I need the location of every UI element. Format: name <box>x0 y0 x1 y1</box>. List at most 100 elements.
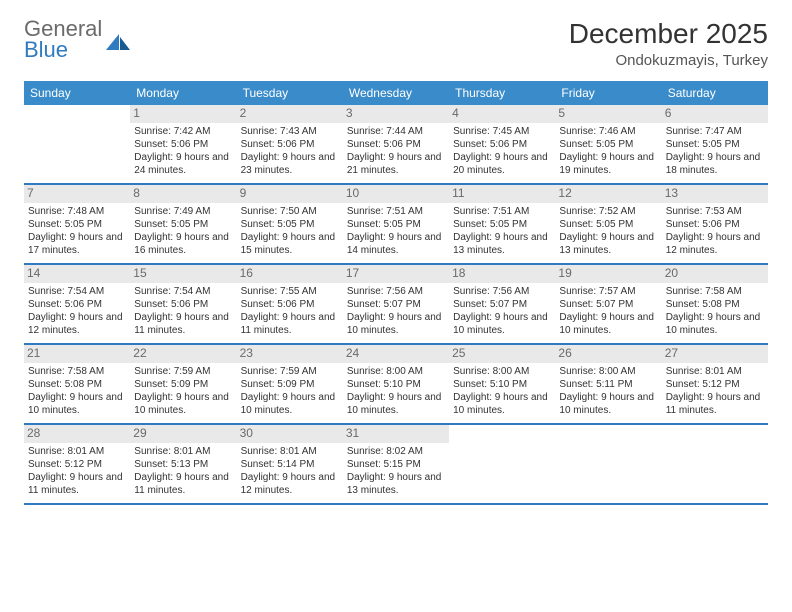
sunrise-text: Sunrise: 7:49 AM <box>134 205 232 218</box>
calendar-row: .1Sunrise: 7:42 AMSunset: 5:06 PMDayligh… <box>24 105 768 185</box>
daylight-text: Daylight: 9 hours and 15 minutes. <box>241 231 339 257</box>
logo-line2: Blue <box>24 39 102 61</box>
calendar-cell: 20Sunrise: 7:58 AMSunset: 5:08 PMDayligh… <box>662 265 768 343</box>
logo-sail-icon <box>106 32 132 52</box>
sunset-text: Sunset: 5:06 PM <box>666 218 764 231</box>
sunrise-text: Sunrise: 7:46 AM <box>559 125 657 138</box>
sunrise-text: Sunrise: 8:01 AM <box>241 445 339 458</box>
sunrise-text: Sunrise: 7:47 AM <box>666 125 764 138</box>
daylight-text: Daylight: 9 hours and 13 minutes. <box>559 231 657 257</box>
calendar-cell: 8Sunrise: 7:49 AMSunset: 5:05 PMDaylight… <box>130 185 236 263</box>
daylight-text: Daylight: 9 hours and 24 minutes. <box>134 151 232 177</box>
calendar-cell: 4Sunrise: 7:45 AMSunset: 5:06 PMDaylight… <box>449 105 555 183</box>
calendar-cell: . <box>24 105 130 183</box>
calendar-cell: . <box>662 425 768 503</box>
day-number: 7 <box>24 185 130 203</box>
daylight-text: Daylight: 9 hours and 11 minutes. <box>241 311 339 337</box>
day-number: 3 <box>343 105 449 123</box>
calendar-cell: 25Sunrise: 8:00 AMSunset: 5:10 PMDayligh… <box>449 345 555 423</box>
sunrise-text: Sunrise: 7:56 AM <box>453 285 551 298</box>
sunset-text: Sunset: 5:05 PM <box>241 218 339 231</box>
sunset-text: Sunset: 5:06 PM <box>134 138 232 151</box>
weekday-header: Saturday <box>662 81 768 105</box>
calendar-cell: 16Sunrise: 7:55 AMSunset: 5:06 PMDayligh… <box>237 265 343 343</box>
daylight-text: Daylight: 9 hours and 10 minutes. <box>559 311 657 337</box>
sunset-text: Sunset: 5:11 PM <box>559 378 657 391</box>
weekday-header: Monday <box>130 81 236 105</box>
day-number: 17 <box>343 265 449 283</box>
sunrise-text: Sunrise: 8:00 AM <box>559 365 657 378</box>
calendar-cell: 14Sunrise: 7:54 AMSunset: 5:06 PMDayligh… <box>24 265 130 343</box>
logo: General Blue <box>24 18 132 61</box>
calendar-cell: 2Sunrise: 7:43 AMSunset: 5:06 PMDaylight… <box>237 105 343 183</box>
sunset-text: Sunset: 5:05 PM <box>559 138 657 151</box>
calendar-cell: 6Sunrise: 7:47 AMSunset: 5:05 PMDaylight… <box>662 105 768 183</box>
day-number: 22 <box>130 345 236 363</box>
sunrise-text: Sunrise: 7:44 AM <box>347 125 445 138</box>
calendar-row: 7Sunrise: 7:48 AMSunset: 5:05 PMDaylight… <box>24 185 768 265</box>
sunrise-text: Sunrise: 8:01 AM <box>666 365 764 378</box>
calendar-cell: 23Sunrise: 7:59 AMSunset: 5:09 PMDayligh… <box>237 345 343 423</box>
day-number: 1 <box>130 105 236 123</box>
sunset-text: Sunset: 5:06 PM <box>241 298 339 311</box>
daylight-text: Daylight: 9 hours and 17 minutes. <box>28 231 126 257</box>
calendar-body: .1Sunrise: 7:42 AMSunset: 5:06 PMDayligh… <box>24 105 768 505</box>
calendar-cell: 27Sunrise: 8:01 AMSunset: 5:12 PMDayligh… <box>662 345 768 423</box>
sunrise-text: Sunrise: 7:54 AM <box>28 285 126 298</box>
day-number: 25 <box>449 345 555 363</box>
sunrise-text: Sunrise: 7:58 AM <box>666 285 764 298</box>
weekday-header: Tuesday <box>237 81 343 105</box>
sunrise-text: Sunrise: 8:00 AM <box>453 365 551 378</box>
sunrise-text: Sunrise: 7:52 AM <box>559 205 657 218</box>
day-number: 15 <box>130 265 236 283</box>
daylight-text: Daylight: 9 hours and 11 minutes. <box>28 471 126 497</box>
sunset-text: Sunset: 5:07 PM <box>347 298 445 311</box>
header: General Blue December 2025 Ondokuzmayis,… <box>24 18 768 69</box>
calendar-cell: 28Sunrise: 8:01 AMSunset: 5:12 PMDayligh… <box>24 425 130 503</box>
day-number: 27 <box>662 345 768 363</box>
sunrise-text: Sunrise: 7:48 AM <box>28 205 126 218</box>
daylight-text: Daylight: 9 hours and 13 minutes. <box>453 231 551 257</box>
sunrise-text: Sunrise: 7:53 AM <box>666 205 764 218</box>
calendar-cell: 19Sunrise: 7:57 AMSunset: 5:07 PMDayligh… <box>555 265 661 343</box>
sunrise-text: Sunrise: 7:56 AM <box>347 285 445 298</box>
daylight-text: Daylight: 9 hours and 10 minutes. <box>347 391 445 417</box>
sunrise-text: Sunrise: 8:01 AM <box>134 445 232 458</box>
calendar-cell: 5Sunrise: 7:46 AMSunset: 5:05 PMDaylight… <box>555 105 661 183</box>
page-title: December 2025 <box>569 18 768 50</box>
calendar-header-row: SundayMondayTuesdayWednesdayThursdayFrid… <box>24 81 768 105</box>
daylight-text: Daylight: 9 hours and 10 minutes. <box>453 311 551 337</box>
day-number: 30 <box>237 425 343 443</box>
calendar-cell: 3Sunrise: 7:44 AMSunset: 5:06 PMDaylight… <box>343 105 449 183</box>
sunrise-text: Sunrise: 7:59 AM <box>241 365 339 378</box>
day-number: 8 <box>130 185 236 203</box>
title-block: December 2025 Ondokuzmayis, Turkey <box>569 18 768 69</box>
daylight-text: Daylight: 9 hours and 10 minutes. <box>559 391 657 417</box>
sunset-text: Sunset: 5:08 PM <box>28 378 126 391</box>
sunset-text: Sunset: 5:14 PM <box>241 458 339 471</box>
sunset-text: Sunset: 5:08 PM <box>666 298 764 311</box>
sunset-text: Sunset: 5:07 PM <box>559 298 657 311</box>
day-number: 24 <box>343 345 449 363</box>
daylight-text: Daylight: 9 hours and 21 minutes. <box>347 151 445 177</box>
sunrise-text: Sunrise: 7:43 AM <box>241 125 339 138</box>
day-number: 26 <box>555 345 661 363</box>
sunrise-text: Sunrise: 7:58 AM <box>28 365 126 378</box>
day-number: 18 <box>449 265 555 283</box>
daylight-text: Daylight: 9 hours and 10 minutes. <box>134 391 232 417</box>
sunset-text: Sunset: 5:06 PM <box>134 298 232 311</box>
calendar-cell: 18Sunrise: 7:56 AMSunset: 5:07 PMDayligh… <box>449 265 555 343</box>
day-number: 14 <box>24 265 130 283</box>
sunrise-text: Sunrise: 7:59 AM <box>134 365 232 378</box>
calendar-cell: 26 Sunrise: 8:00 AMSunset: 5:11 PMDayligh… <box>555 345 661 423</box>
calendar-cell: 30Sunrise: 8:01 AMSunset: 5:14 PMDayligh… <box>237 425 343 503</box>
day-number: 20 <box>662 265 768 283</box>
day-number: 9 <box>237 185 343 203</box>
sunset-text: Sunset: 5:06 PM <box>28 298 126 311</box>
sunset-text: Sunset: 5:12 PM <box>28 458 126 471</box>
daylight-text: Daylight: 9 hours and 10 minutes. <box>241 391 339 417</box>
day-number: 29 <box>130 425 236 443</box>
day-number: 2 <box>237 105 343 123</box>
daylight-text: Daylight: 9 hours and 10 minutes. <box>347 311 445 337</box>
calendar-row: 14Sunrise: 7:54 AMSunset: 5:06 PMDayligh… <box>24 265 768 345</box>
